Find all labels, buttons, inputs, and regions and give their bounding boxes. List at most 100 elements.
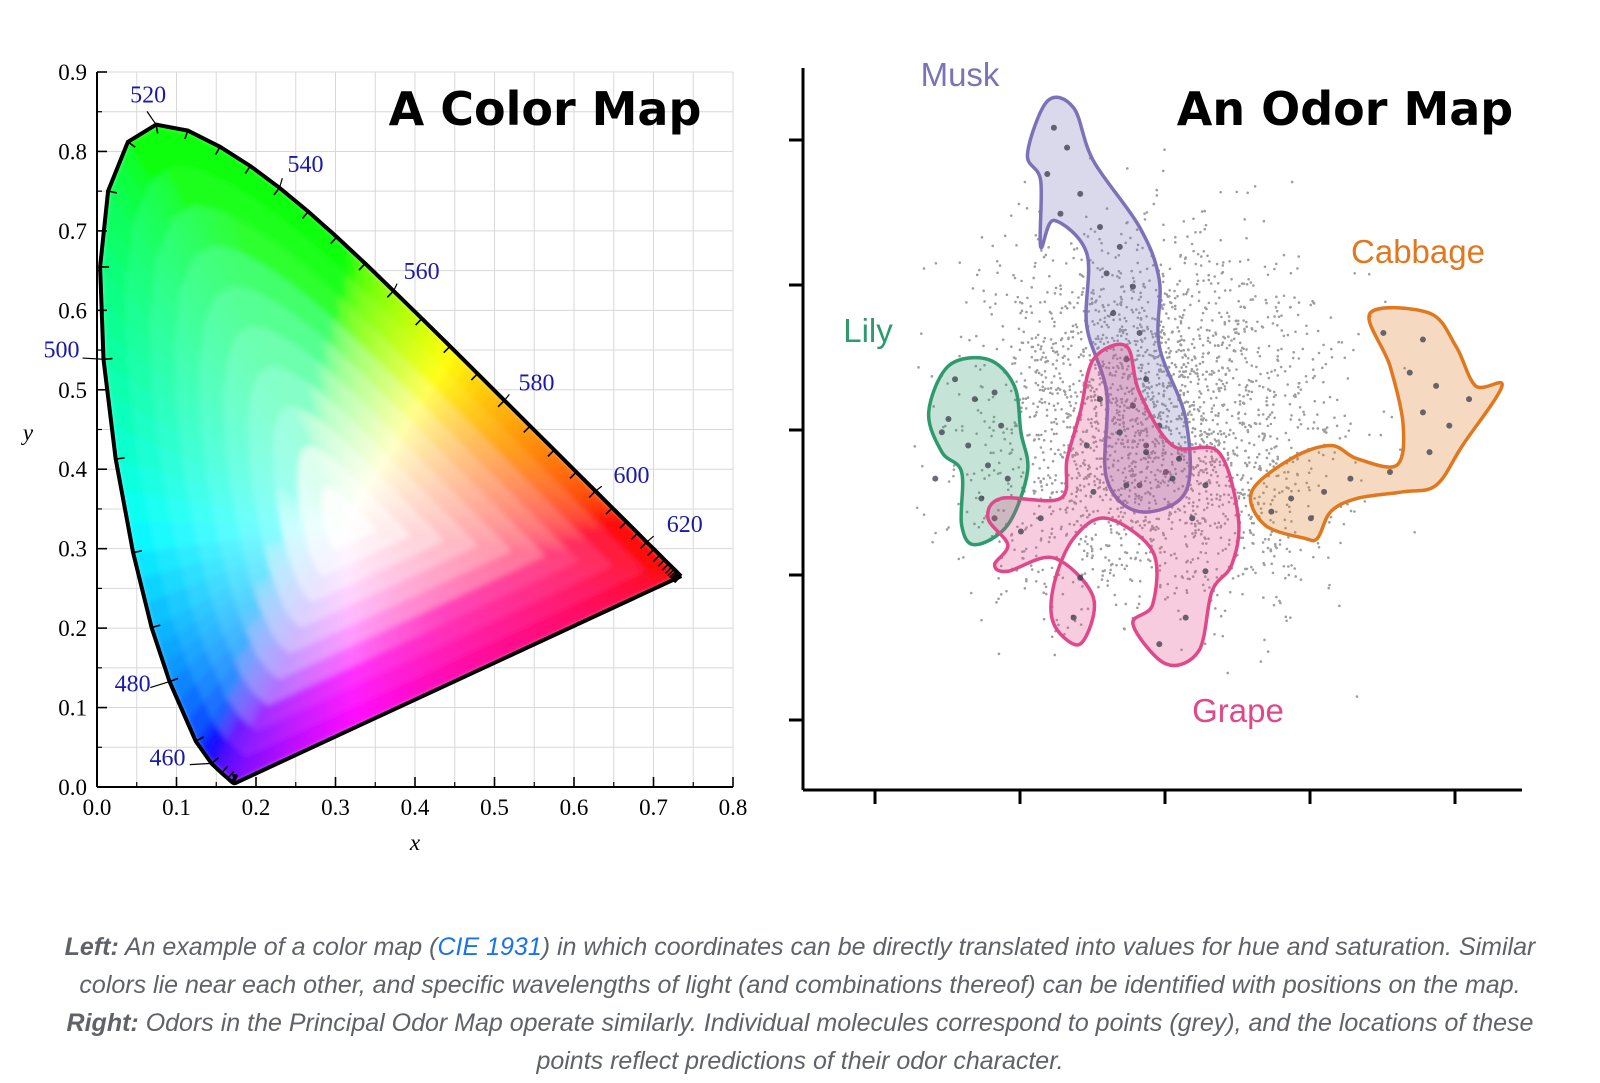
odor-molecule-point — [1170, 460, 1174, 464]
odor-molecule-point — [1159, 410, 1162, 414]
odor-molecule-point — [1163, 148, 1166, 152]
cie-1931-link[interactable]: CIE 1931 — [437, 933, 542, 961]
odor-molecule-point — [1048, 496, 1052, 499]
odor-molecule-point — [1133, 434, 1137, 438]
odor-molecule-point — [1123, 627, 1126, 631]
odor-molecule-point — [1268, 413, 1272, 416]
odor-molecule-point — [1065, 532, 1069, 536]
odor-molecule-point — [1282, 334, 1286, 338]
odor-molecule-point — [1084, 506, 1087, 509]
odor-molecule-point — [1168, 351, 1171, 355]
odor-molecule-point — [999, 564, 1003, 568]
odor-molecule-point — [1041, 568, 1045, 572]
odor-molecule-point — [1164, 537, 1168, 540]
odor-molecule-point — [1254, 422, 1258, 426]
odor-molecule-point — [1145, 430, 1149, 434]
odor-molecule-point — [1248, 423, 1251, 427]
odor-molecule-point — [1163, 451, 1167, 455]
odor-molecule-point — [1132, 460, 1135, 463]
odor-molecule-point — [1299, 388, 1303, 391]
odor-molecule-point — [1064, 331, 1067, 335]
odor-molecule-point — [1100, 578, 1104, 581]
odor-molecule-point — [1121, 416, 1125, 420]
odor-molecule-point — [1093, 483, 1097, 487]
odor-molecule-point — [1079, 330, 1083, 334]
odor-molecule-point — [1130, 467, 1134, 471]
odor-molecule-point — [1084, 475, 1088, 479]
odor-molecule-point — [1317, 451, 1321, 454]
odor-molecule-point — [1064, 305, 1067, 308]
odor-molecule-point — [1177, 487, 1180, 491]
odor-molecule-point — [1032, 492, 1036, 495]
odor-molecule-point — [1093, 398, 1097, 402]
odor-molecule-point — [1113, 300, 1116, 303]
odor-molecule-point — [1097, 429, 1101, 432]
wavelength-leader — [595, 485, 603, 492]
odor-molecule-point — [1071, 324, 1075, 328]
odor-molecule-point — [1155, 188, 1159, 192]
odor-molecule-point — [1173, 296, 1177, 300]
odor-molecule-point — [1142, 519, 1146, 523]
odor-molecule-point — [1146, 300, 1150, 304]
odor-molecule-point — [1202, 417, 1205, 420]
odor-molecule-point — [1224, 372, 1228, 376]
odor-molecule-point — [1093, 363, 1097, 367]
odor-molecule-point — [1024, 528, 1027, 531]
odor-molecule-point — [1097, 371, 1101, 374]
odor-molecule-point — [1156, 400, 1159, 403]
odor-molecule-point — [1290, 446, 1293, 450]
odor-molecule-point — [1167, 479, 1170, 483]
odor-molecule-point — [1166, 356, 1169, 359]
odor-molecule-point — [1043, 300, 1047, 304]
odor-molecule-point — [1011, 448, 1014, 452]
odor-molecule-point — [1011, 467, 1015, 471]
odor-molecule-point — [1106, 584, 1109, 587]
odor-molecule-point — [1150, 539, 1153, 543]
odor-molecule-point — [1312, 421, 1316, 424]
odor-region-point — [1321, 488, 1328, 495]
odor-molecule-point — [1265, 469, 1269, 472]
odor-molecule-point — [1245, 567, 1249, 571]
odor-molecule-point — [1263, 537, 1267, 541]
odor-molecule-point — [1137, 502, 1141, 506]
odor-molecule-point — [1161, 448, 1165, 451]
odor-molecule-point — [1219, 429, 1222, 433]
odor-molecule-point — [1032, 402, 1035, 405]
odor-molecule-point — [1154, 456, 1158, 459]
odor-molecule-point — [1185, 570, 1189, 573]
odor-molecule-point — [1063, 632, 1066, 636]
odor-molecule-point — [1105, 488, 1109, 492]
odor-molecule-point — [1265, 417, 1269, 421]
odor-molecule-point — [1305, 324, 1308, 328]
odor-molecule-point — [1390, 415, 1394, 419]
odor-region-point — [1268, 508, 1275, 515]
odor-molecule-point — [1185, 588, 1188, 592]
odor-molecule-point — [1214, 414, 1217, 417]
odor-molecule-point — [1284, 526, 1287, 530]
odor-molecule-point — [1049, 338, 1053, 341]
odor-molecule-point — [1074, 463, 1078, 466]
odor-molecule-point — [1151, 264, 1155, 267]
odor-molecule-point — [1073, 453, 1077, 457]
odor-molecule-point — [1316, 329, 1320, 333]
odor-molecule-point — [1089, 495, 1093, 499]
odor-molecule-point — [1185, 545, 1189, 548]
odor-molecule-point — [1346, 377, 1350, 380]
odor-molecule-point — [1259, 507, 1263, 510]
odor-molecule-point — [1191, 403, 1194, 407]
odor-molecule-point — [1186, 577, 1190, 581]
odor-molecule-point — [989, 451, 993, 455]
odor-molecule-point — [1276, 348, 1280, 352]
odor-molecule-point — [952, 474, 955, 478]
odor-molecule-point — [1185, 521, 1188, 525]
odor-molecule-point — [1123, 404, 1126, 407]
odor-molecule-point — [1022, 330, 1026, 334]
odor-molecule-point — [1120, 387, 1123, 390]
odor-molecule-point — [1111, 273, 1114, 277]
odor-molecule-point — [1079, 438, 1082, 441]
odor-molecule-point — [1147, 506, 1151, 510]
odor-molecule-point — [1176, 417, 1180, 421]
odor-molecule-point — [1368, 433, 1371, 437]
odor-molecule-point — [1099, 438, 1102, 442]
odor-molecule-point — [1170, 452, 1173, 456]
